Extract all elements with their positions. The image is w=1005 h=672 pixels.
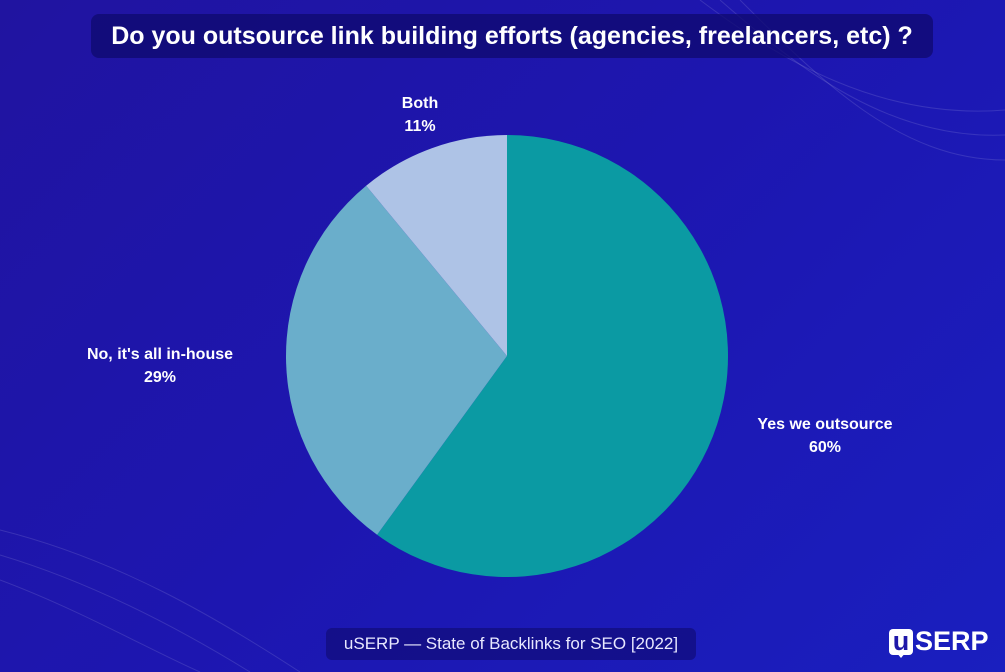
label-both-name: Both [401,95,439,112]
label-yes-name: Yes we outsource [757,416,893,433]
chart-title: Do you outsource link building efforts (… [91,14,933,58]
label-both: Both 11% [370,92,470,138]
pie-slice-2 [366,135,507,356]
userp-logo: u SERP [889,626,989,658]
label-no: No, it's all in-house 29% [55,343,265,389]
footer-source: uSERP — State of Backlinks for SEO [2022… [326,628,696,660]
label-both-value: 11% [404,118,436,135]
pie-slice-0 [377,135,728,577]
label-yes: Yes we outsource 60% [740,413,910,459]
label-no-value: 29% [143,369,177,386]
logo-text: SERP [915,626,989,656]
pie-slice-1 [286,185,507,535]
label-no-name: No, it's all in-house [86,346,234,363]
label-yes-value: 60% [808,439,842,456]
logo-mark: u [889,627,913,658]
